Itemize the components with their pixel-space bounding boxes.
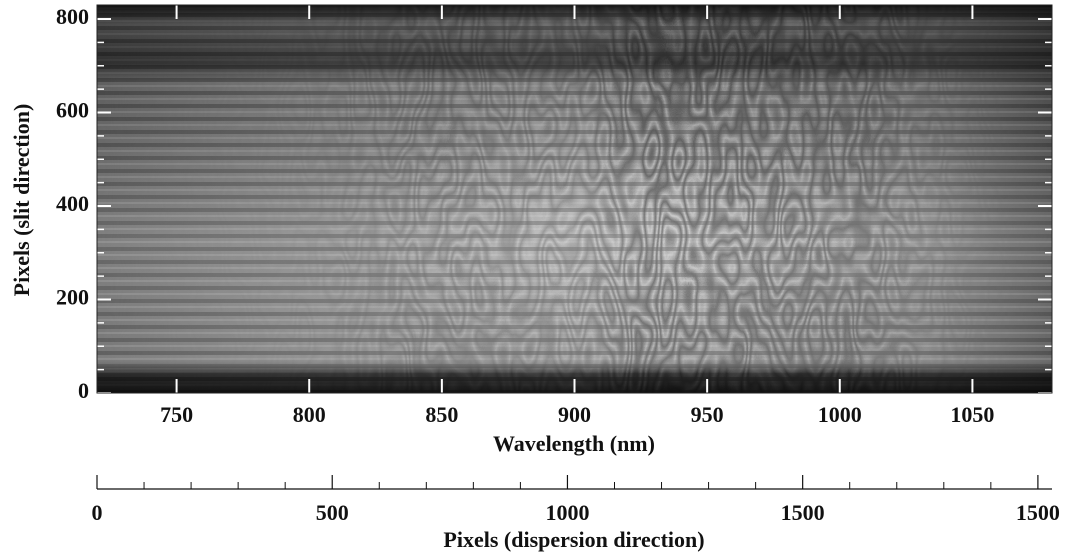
x2-axis-label: Pixels (dispersion direction): [443, 527, 704, 552]
x-axis-label: Wavelength (nm): [493, 431, 655, 456]
y-axis-label: Pixels (slit direction): [9, 104, 34, 297]
x-tick-label: 850: [425, 402, 458, 427]
x2-tick-label: 0: [92, 500, 103, 525]
y-tick-label: 200: [56, 285, 89, 310]
x-tick-label: 1050: [950, 402, 994, 427]
plot-frame: [96, 4, 1053, 394]
x-tick-label: 1000: [818, 402, 862, 427]
x2-tick-label: 1000: [545, 500, 589, 525]
x2-tick-label: 1500: [781, 500, 825, 525]
spectrum-image: [97, 5, 1052, 393]
x-tick-label: 750: [160, 402, 193, 427]
x-tick-label: 950: [691, 402, 724, 427]
x-tick-label: 900: [558, 402, 591, 427]
y-tick-label: 600: [56, 98, 89, 123]
x-tick-label: 800: [293, 402, 326, 427]
x2-tick-label: 1500: [1016, 500, 1060, 525]
x2-tick-label: 500: [316, 500, 349, 525]
y-tick-label: 800: [56, 4, 89, 29]
y-tick-label: 0: [78, 378, 89, 403]
y-tick-label: 400: [56, 191, 89, 216]
